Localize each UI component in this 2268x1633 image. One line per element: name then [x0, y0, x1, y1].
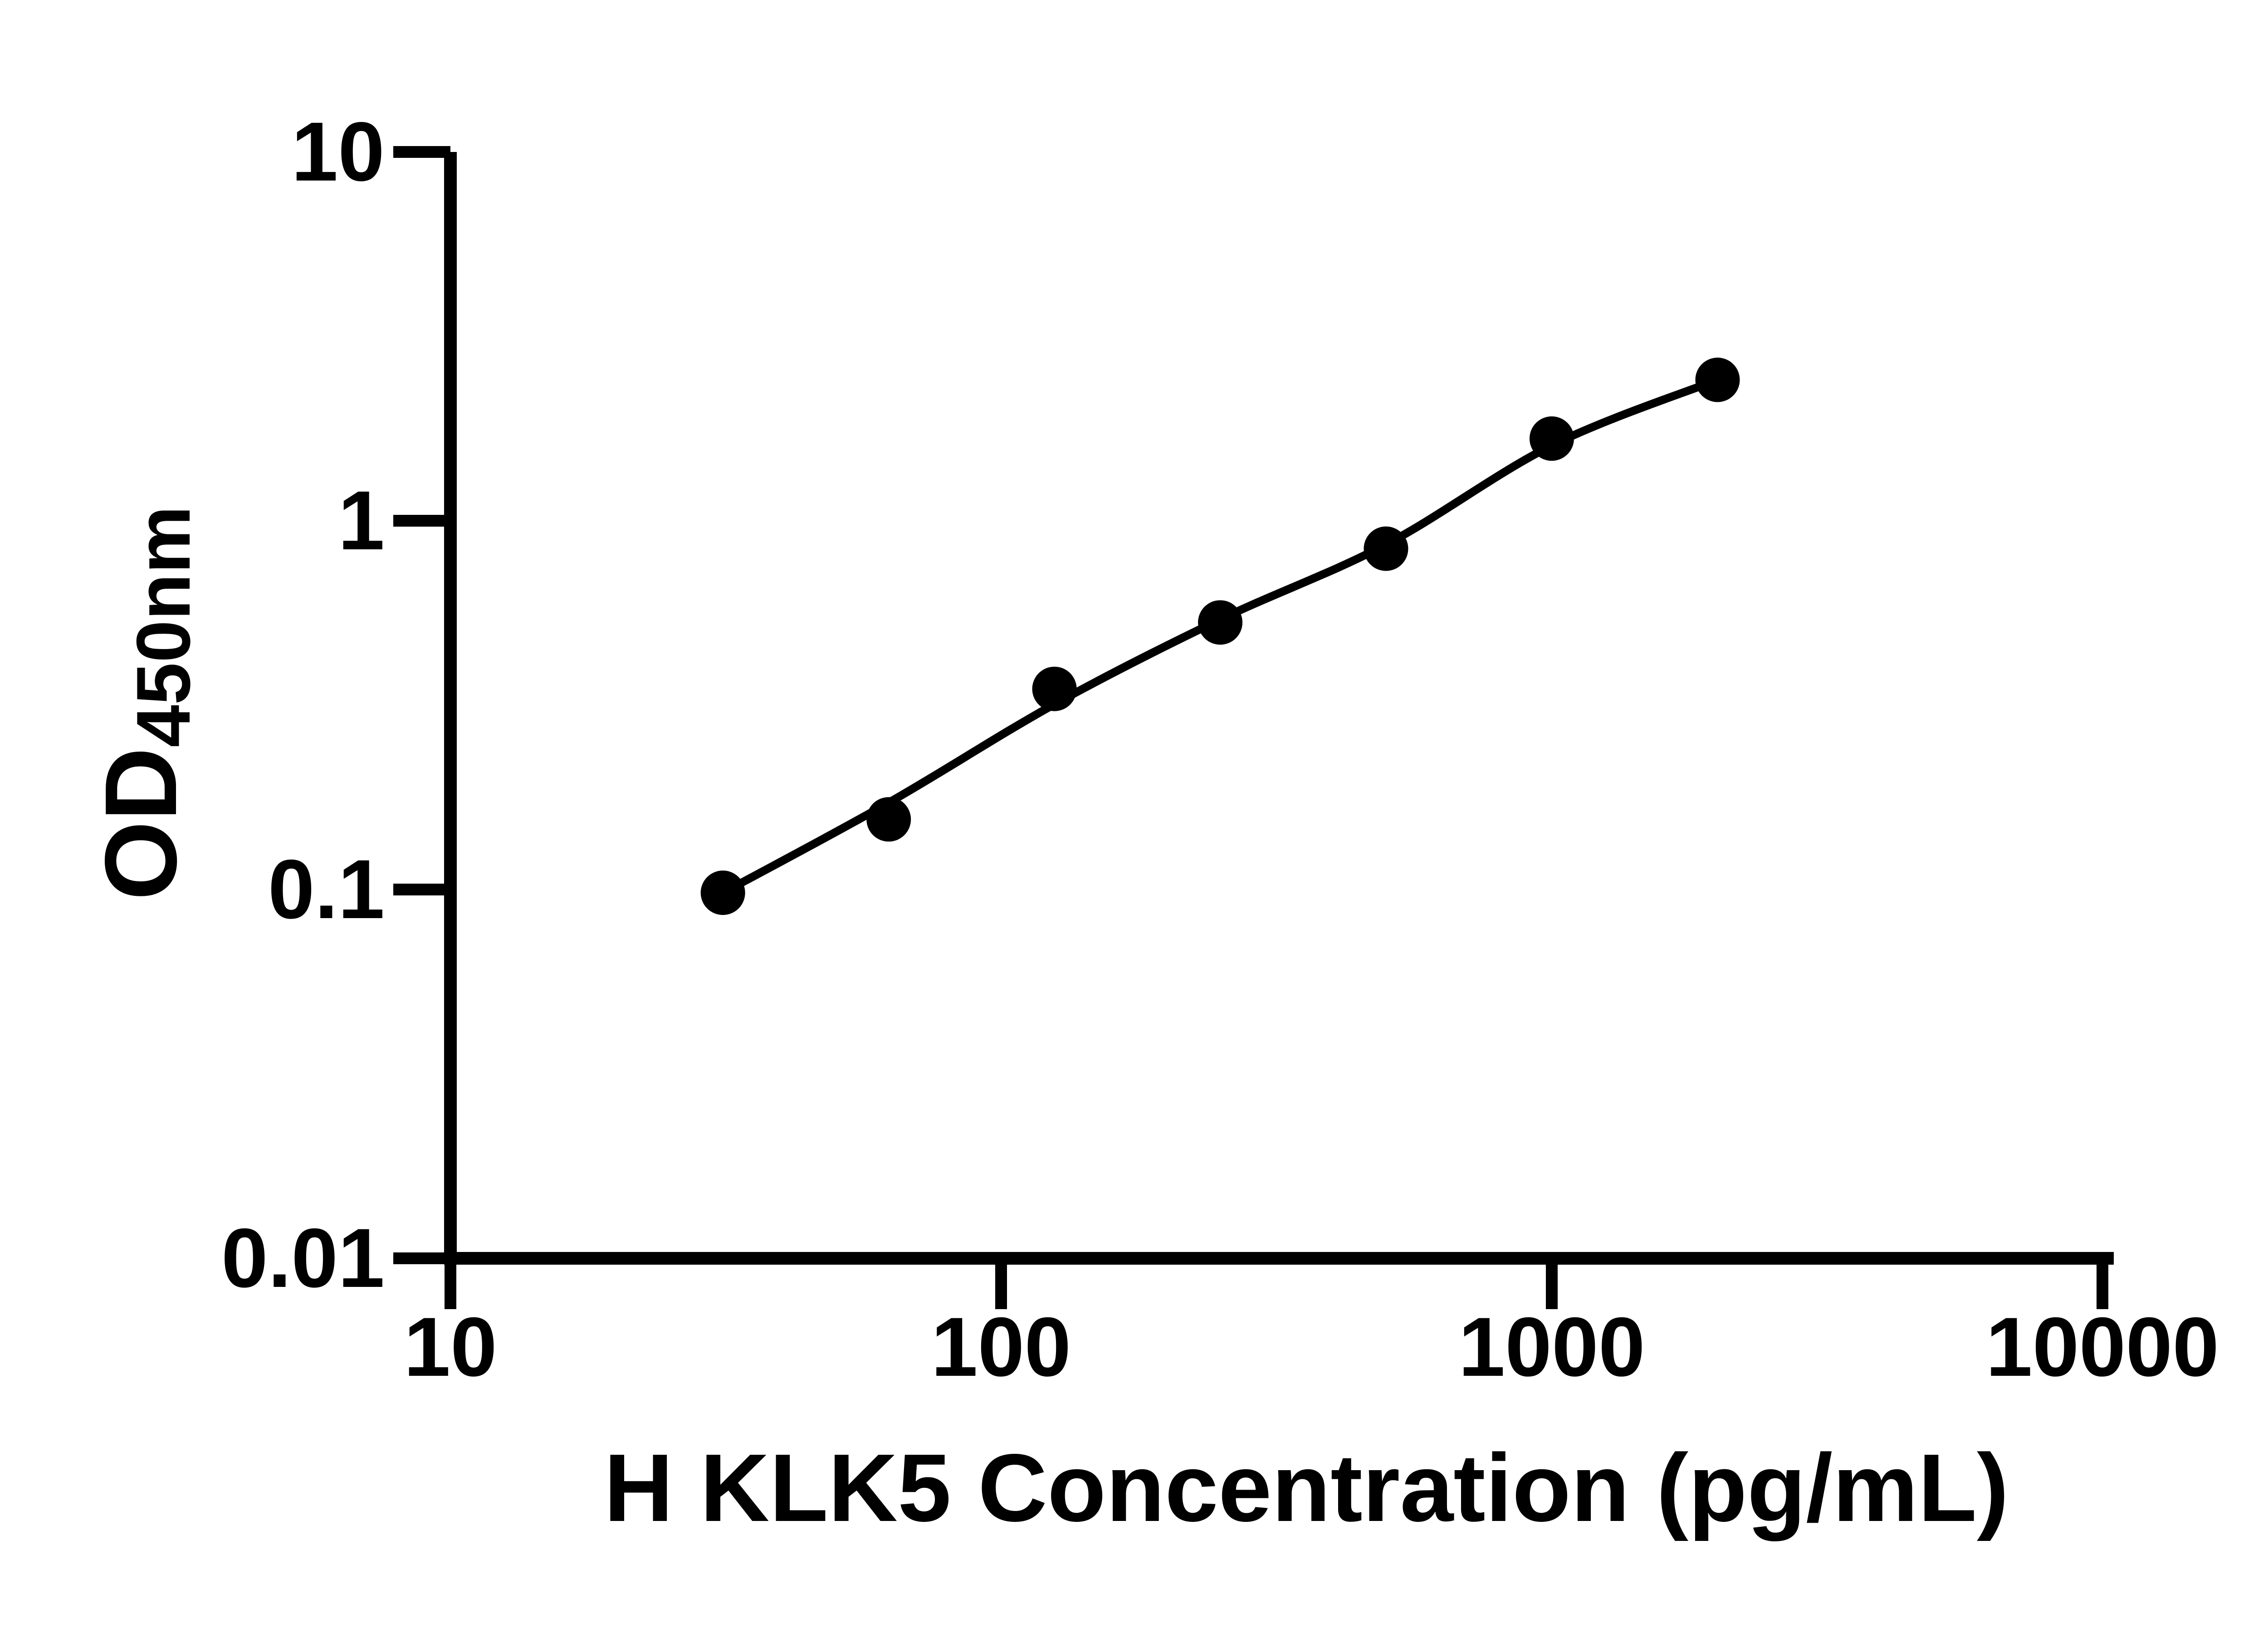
x-tick-label-10000: 10000: [1985, 1301, 2219, 1394]
y-tick-label-0.1: 0.1: [268, 843, 385, 936]
y-tick-label-0.01: 0.01: [221, 1212, 385, 1305]
data-point-250: [1198, 600, 1243, 645]
data-point-2000: [1695, 357, 1740, 402]
data-point-125: [1032, 666, 1077, 711]
y-tick-label-10: 10: [291, 105, 385, 199]
x-axis-title-text: H KLK5 Concentration (pg/mL): [604, 1434, 2009, 1541]
y-axis-title-main: OD: [83, 747, 198, 900]
y-axis-title-subscript: 450nm: [121, 506, 206, 748]
data-point-31.25: [700, 870, 745, 915]
data-point-62.5: [866, 797, 911, 842]
data-point-500: [1364, 526, 1408, 571]
y-axis-title: OD450nm: [68, 431, 213, 975]
x-tick-label-1000: 1000: [1458, 1301, 1645, 1394]
x-tick-label-100: 100: [931, 1301, 1071, 1394]
y-tick-label-1: 1: [338, 474, 385, 567]
data-point-1000: [1530, 416, 1574, 461]
x-tick-label-10: 10: [404, 1301, 497, 1394]
